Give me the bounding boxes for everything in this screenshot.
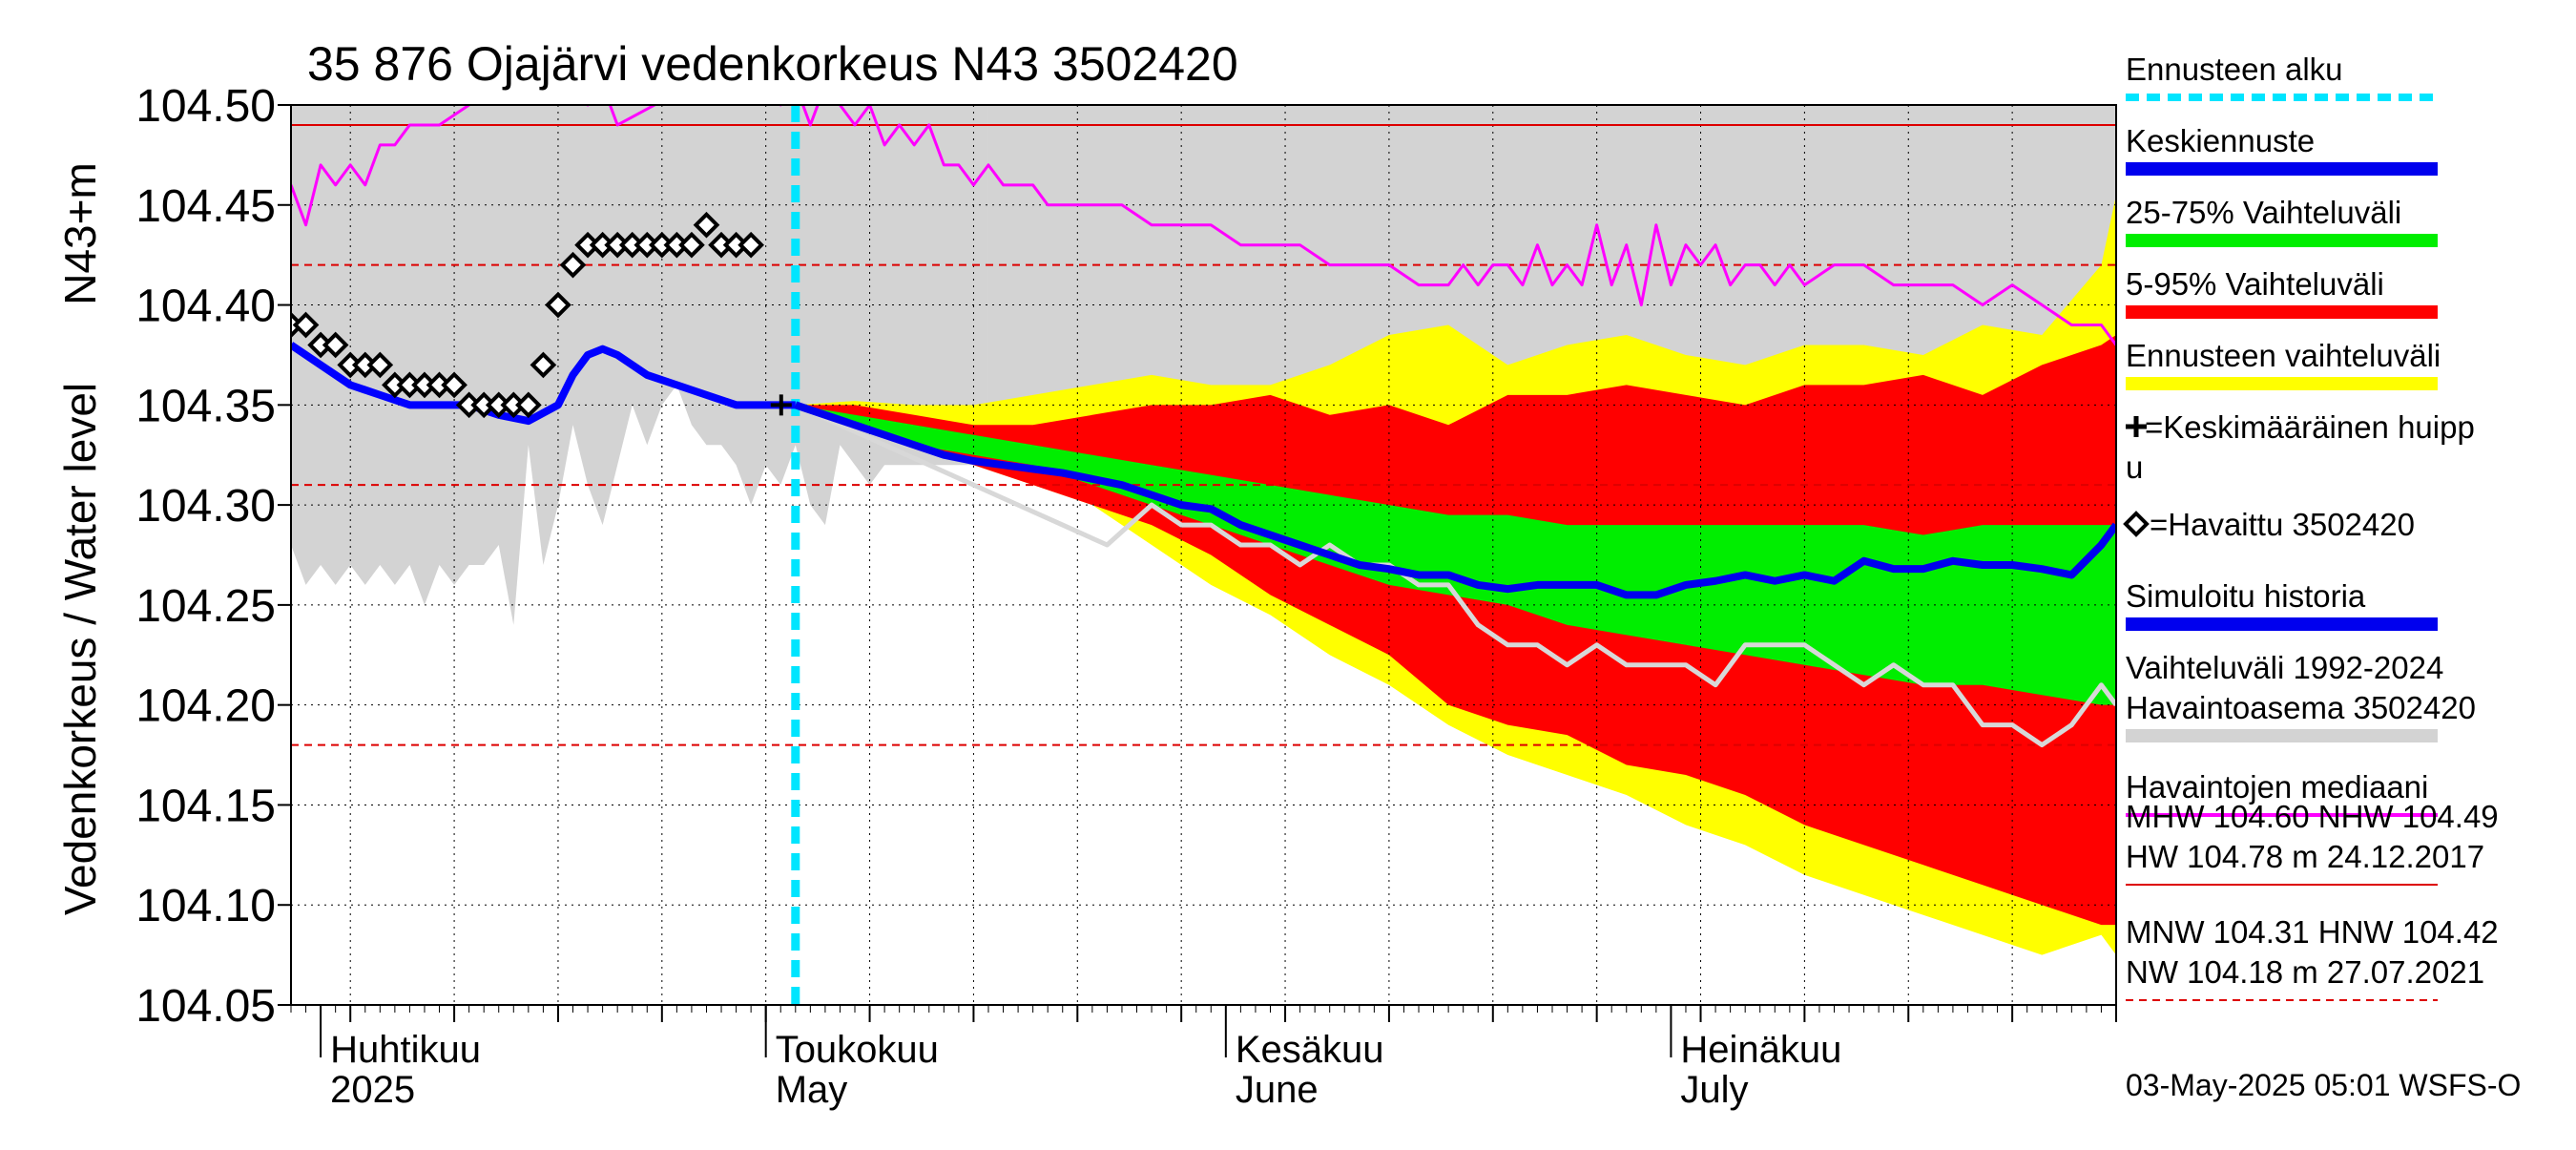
month-label-en: June xyxy=(1236,1069,1319,1111)
simulated-history-line xyxy=(291,342,796,426)
series-layer xyxy=(291,105,2116,748)
legend: Ennusteen alku Keskiennuste 25-75% Vaihtel… xyxy=(2123,52,2499,1001)
plot-frame xyxy=(290,104,2117,1006)
month-label-fi: Heinäkuu xyxy=(1680,1029,1841,1071)
legend-item-label: Simuloitu historia xyxy=(2126,578,2366,614)
legend-item-label: Havaintojen mediaani xyxy=(2126,769,2428,805)
y-tick-label: 104.05 xyxy=(135,981,276,1032)
mean-forecast-line xyxy=(794,401,2116,599)
y-tick-label: 104.10 xyxy=(135,881,276,931)
grey-median-forecast-line xyxy=(794,403,2116,748)
observed-point xyxy=(441,371,467,399)
observed-point xyxy=(737,231,764,259)
legend-item-label: Havaintoasema 3502420 xyxy=(2126,690,2476,725)
legend-item-label: =Havaittu 3502420 xyxy=(2150,507,2415,542)
legend-stat-line: MHW 104.60 NHW 104.49 xyxy=(2126,799,2499,834)
y-tick-label: 104.50 xyxy=(135,81,276,132)
legend-item-label: Ennusteen vaihteluväli xyxy=(2126,338,2441,373)
observed-point xyxy=(515,391,542,419)
legend-item-label: =Keskimääräinen huipp xyxy=(2145,409,2475,445)
grid-layer xyxy=(291,105,2116,1005)
y-axis-label: Vedenkorkeus / Water level xyxy=(55,383,105,915)
month-label-fi: Kesäkuu xyxy=(1236,1029,1384,1071)
legend-item-label: Vaihteluväli 1992-2024 xyxy=(2126,650,2443,685)
legend-stat-line: MNW 104.31 HNW 104.42 xyxy=(2126,914,2499,950)
observed-point xyxy=(366,351,394,379)
markers-layer xyxy=(291,211,792,419)
y-tick-label: 104.35 xyxy=(135,381,276,431)
observed-point xyxy=(322,331,349,359)
observed-point xyxy=(678,231,705,259)
plot-area xyxy=(291,105,2116,1005)
observed-point xyxy=(530,351,557,379)
month-label-fi: Toukokuu xyxy=(776,1029,939,1071)
legend-item-label: 5-95% Vaihteluväli xyxy=(2126,266,2384,302)
chart-title: 35 876 Ojajärvi vedenkorkeus N43 3502420 xyxy=(307,37,1238,91)
observed-median-line xyxy=(291,105,2116,346)
peak-marker xyxy=(770,394,792,416)
y-tick-label: 104.45 xyxy=(135,181,276,232)
footer-timestamp: 03-May-2025 05:01 WSFS-O xyxy=(2126,1068,2521,1102)
month-label-en: July xyxy=(1680,1069,1748,1111)
reference-lines-layer xyxy=(291,105,2116,1005)
y-tick-label: 104.40 xyxy=(135,282,276,332)
month-label-fi: Huhtikuu xyxy=(330,1029,481,1071)
legend-stat-line: NW 104.18 m 27.07.2021 xyxy=(2126,954,2484,990)
legend-plus-marker xyxy=(2126,416,2147,437)
y-axis-unit: N43+m xyxy=(55,162,105,305)
legend-stat-line: HW 104.78 m 24.12.2017 xyxy=(2126,839,2484,874)
y-tick-label: 104.30 xyxy=(135,481,276,532)
legend-item-label: Ennusteen alku xyxy=(2126,52,2343,87)
y-tick-label: 104.20 xyxy=(135,681,276,732)
observed-point xyxy=(545,291,571,319)
month-label-en: 2025 xyxy=(330,1069,415,1111)
legend-item-label: u xyxy=(2126,450,2143,485)
y-tick-label: 104.25 xyxy=(135,581,276,632)
observed-point xyxy=(559,251,587,279)
y-tick-label: 104.15 xyxy=(135,781,276,831)
month-label-en: May xyxy=(776,1069,848,1111)
band-25-75 xyxy=(795,405,2116,705)
history-range-area xyxy=(291,105,988,625)
observed-point xyxy=(292,311,320,339)
legend-diamond-marker xyxy=(2123,511,2150,537)
legend-item-label: Keskiennuste xyxy=(2126,123,2315,158)
legend-item-label: 25-75% Vaihteluväli xyxy=(2126,195,2401,230)
observed-point xyxy=(693,211,720,239)
axes-layer: 104.05 104.10 104.15 104.20 104.25 104.30 104.… xyxy=(135,81,2117,1111)
